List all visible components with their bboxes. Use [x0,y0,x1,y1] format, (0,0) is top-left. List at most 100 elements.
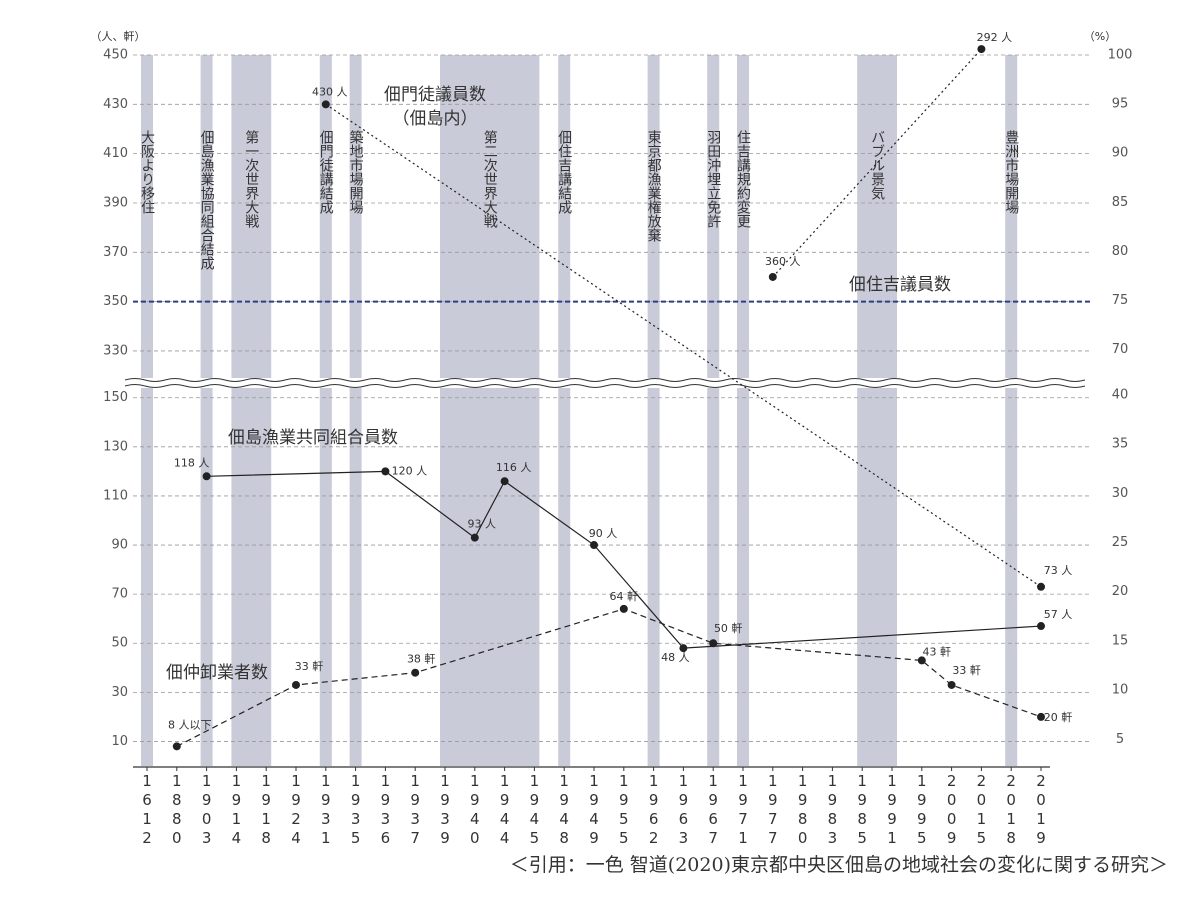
value-label: 48 人 [661,651,690,664]
series-name: 佃門徒議員数 [384,85,486,105]
data-point [172,742,181,751]
y-tick-label: 90 [111,538,128,553]
x-tick-label: 2009 [943,772,961,848]
y-tick-label: 410 [103,146,128,161]
y-tick-label: 150 [103,390,128,405]
y2-tick-label: 35 [1112,437,1129,452]
event-band [558,55,571,766]
event-label: 大阪より移住 [139,130,155,214]
y2-tick-label: 70 [1112,342,1129,357]
series-name: 佃島漁業共同組合員数 [228,428,398,448]
data-point [917,656,926,665]
series-line [325,103,1042,588]
x-tick-label: 1963 [674,772,692,848]
axis-break [124,384,1086,388]
y-tick-label: 130 [103,439,128,454]
data-point [1037,582,1045,591]
x-tick-label: 1924 [287,772,305,848]
y2-axis-label: （%） [1084,30,1116,43]
x-tick-label: 1931 [317,772,335,848]
y-tick-label: 370 [103,245,128,260]
x-tick-label: 1945 [525,772,543,848]
series-note: （佃島内） [393,109,478,129]
y-tick-label: 50 [111,636,128,651]
y-tick-label: 450 [103,48,128,63]
data-point [500,477,509,486]
event-band [857,55,897,766]
value-label: 93 人 [468,518,497,531]
event-label: 佃住吉講結成 [556,130,572,215]
value-label: 38 軒 [407,653,436,666]
y-tick-label: 70 [111,587,128,602]
x-tick-label: 1612 [138,772,156,848]
value-label: 292 人 [977,31,1013,44]
y-tick-label: 330 [103,343,128,358]
event-label: 東京都漁業権放棄 [646,130,662,242]
event-label: 豊洲市場開場 [1003,130,1019,214]
series-name: 佃仲卸業者数 [166,663,268,683]
event-label: 第一次世界大戦 [243,129,259,229]
axis-break [124,378,1086,382]
value-label: 33 軒 [952,664,981,677]
value-label: 64 軒 [610,590,639,603]
x-tick-label: 1983 [823,772,841,848]
x-tick-label: 1995 [913,772,931,848]
series-line [176,608,1042,747]
x-tick-label: 1949 [585,772,603,848]
x-tick-label: 1935 [347,772,365,848]
value-label: 50 軒 [714,622,743,635]
event-label: 羽田沖埋立免許 [705,130,721,228]
data-point [1037,712,1045,721]
x-tick-label: 1955 [615,772,633,848]
data-point [947,680,956,689]
event-band [319,55,332,766]
data-point [202,472,211,481]
x-tick-label: 1939 [436,772,454,848]
y-tick-label: 10 [111,734,128,749]
y2-tick-label: 15 [1112,633,1129,648]
y2-tick-label: 100 [1108,48,1133,63]
y2-tick-label: 30 [1112,486,1129,501]
x-tick-label: 1967 [704,772,722,848]
value-label: 8 人以下 [168,718,212,731]
value-label: 120 人 [392,464,428,477]
value-label: 57 人 [1044,608,1073,621]
x-tick-label: 1940 [466,772,484,848]
x-tick-label: 1914 [227,772,245,848]
data-point [768,272,777,281]
event-band [707,55,720,766]
source: ＜引用：一色 智道(2020)東京都中央区佃島の地域社会の変化に関する研究＞ [510,854,1168,876]
event-band [647,55,660,766]
y2-tick-label: 90 [1112,146,1129,161]
y2-tick-label: 20 [1112,584,1129,599]
y2-tick-label: 95 [1112,97,1129,112]
data-point [470,533,479,542]
value-label: 43 軒 [923,645,952,658]
x-tick-label: 1985 [853,772,871,848]
data-point [411,668,420,677]
data-point [1037,622,1045,631]
event-label: バブル景気 [869,130,885,201]
y-tick-label: 350 [103,294,128,309]
event-label: 第二次世界大戦 [482,129,498,229]
y-tick-label: 430 [103,97,128,112]
event-band [440,55,540,766]
event-label: 住吉講規約変更 [735,130,751,229]
event-label: 築地市場開場 [348,130,364,214]
value-label: 430 人 [312,85,348,98]
value-label: 360 人 [765,255,801,268]
x-tick-label: 1971 [734,772,752,848]
x-tick-label: 2015 [972,772,990,848]
x-tick-label: 1936 [376,772,394,848]
x-tick-label: 2018 [1002,772,1020,848]
x-tick-label: 1918 [257,772,275,848]
y2-tick-label: 80 [1112,244,1129,259]
value-label: 118 人 [174,456,210,469]
x-tick-label: 1880 [168,772,186,848]
y-axis-label: （人、軒） [91,30,146,43]
x-tick-label: 1962 [645,772,663,848]
y2-tick-label: 5 [1116,732,1124,747]
y2-tick-label: 40 [1112,387,1129,402]
event-band [231,55,272,766]
